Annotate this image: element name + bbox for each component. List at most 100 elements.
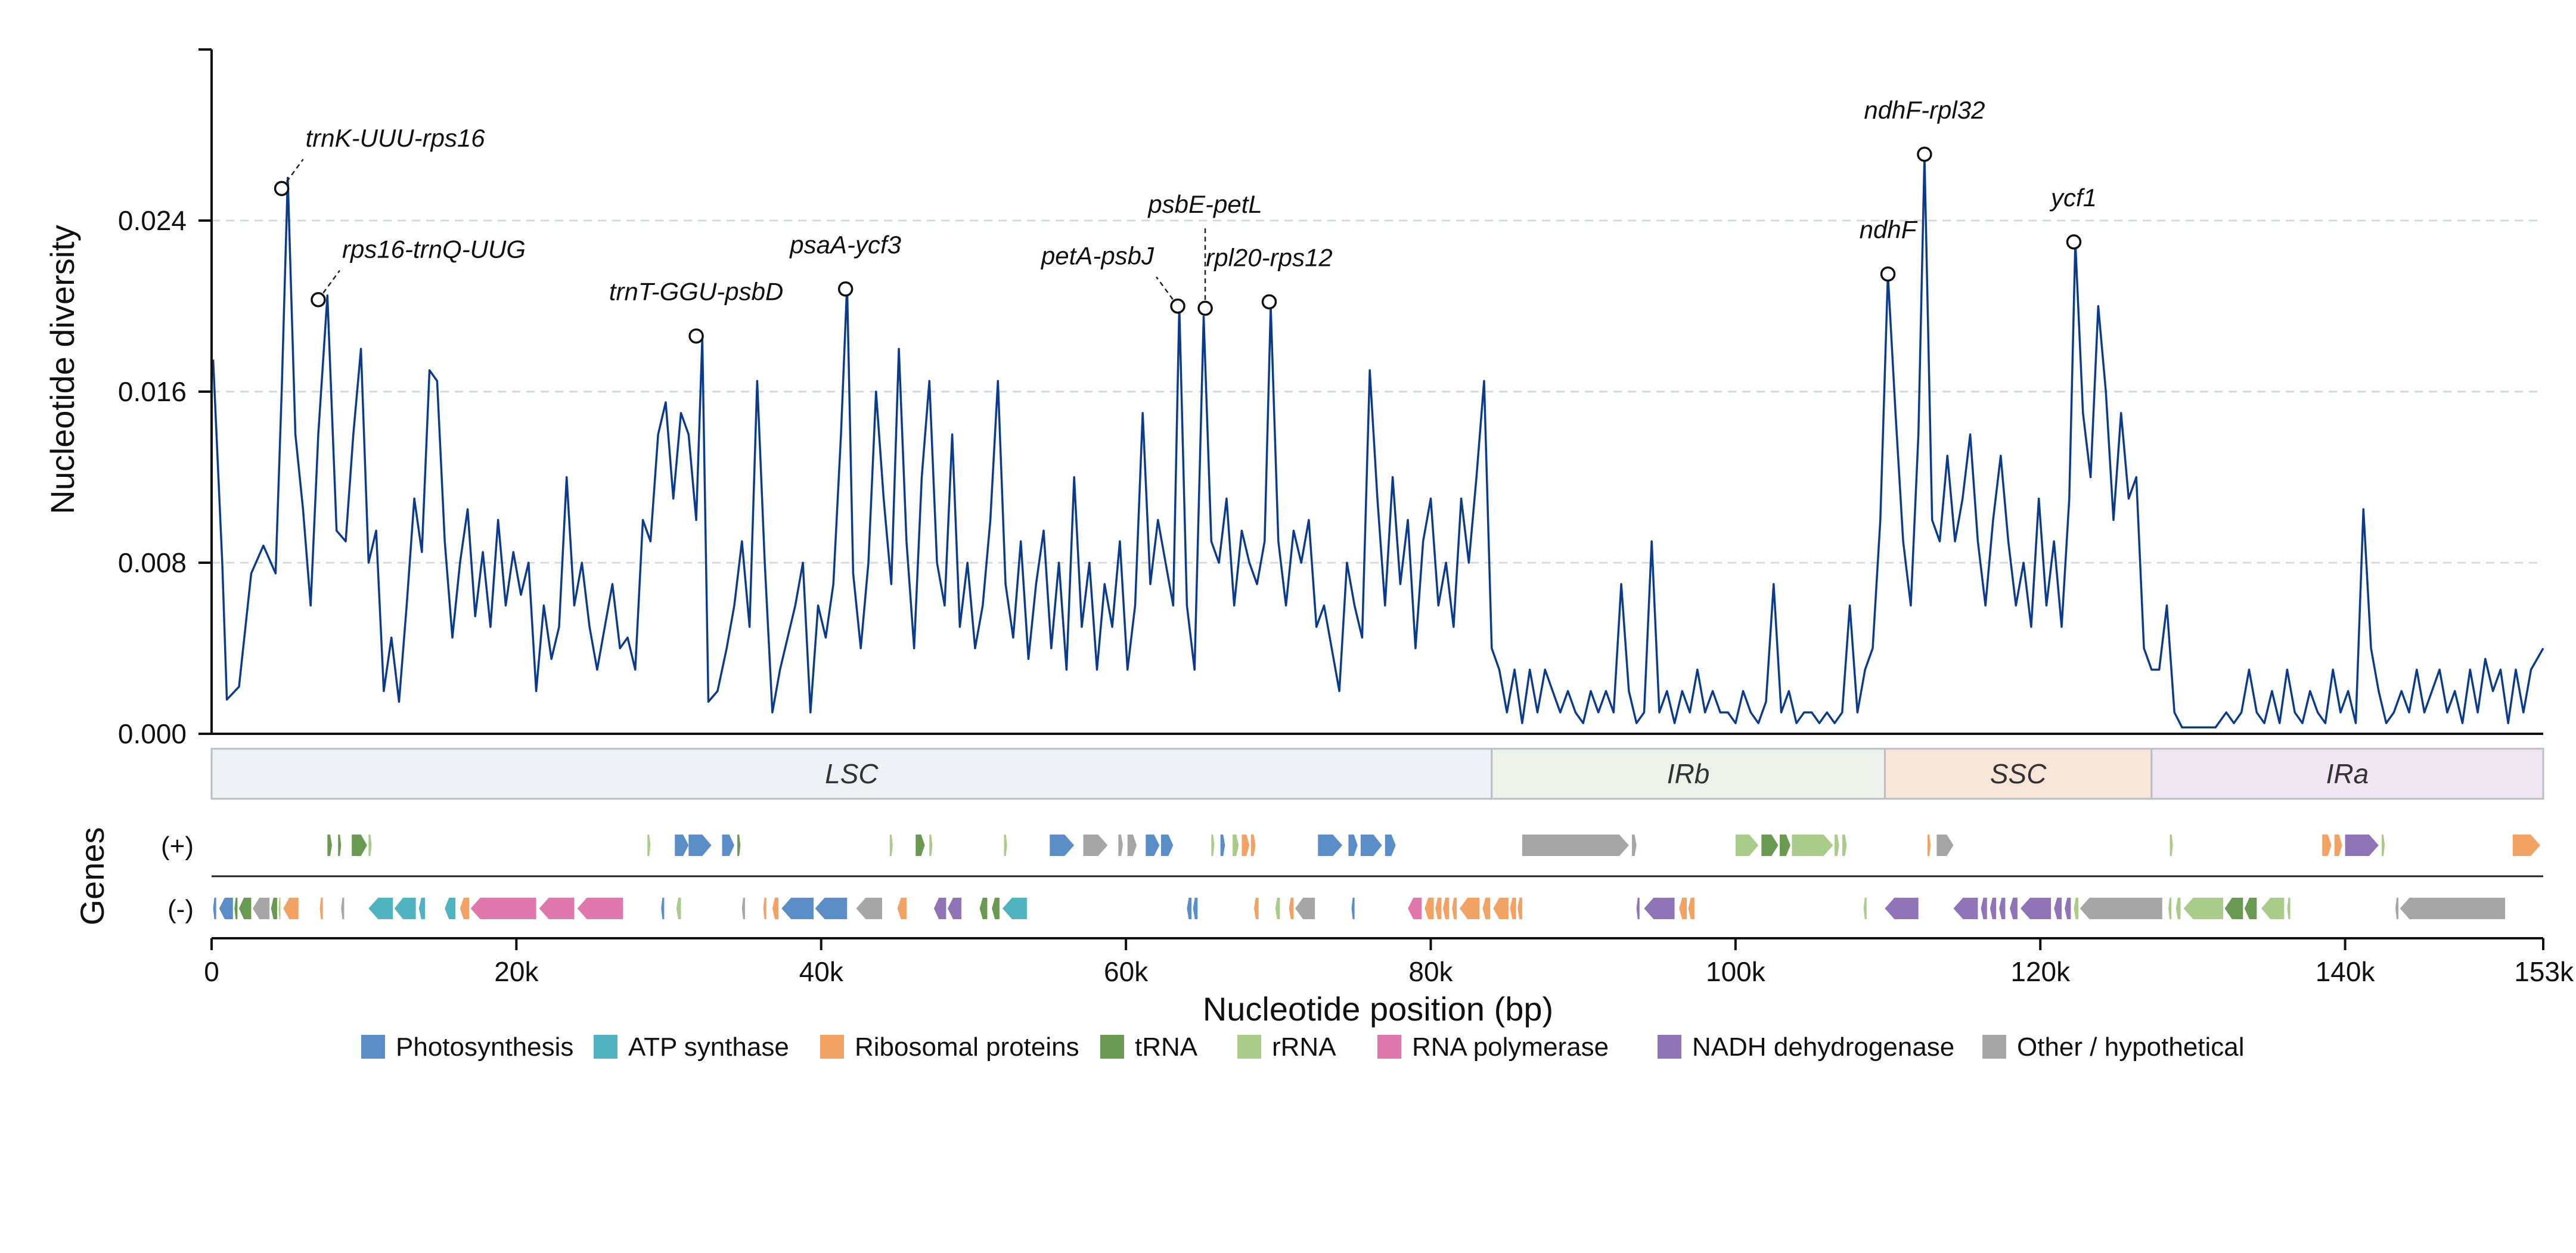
x-tick-label-1: 20k xyxy=(494,956,539,987)
gene-minus-38 xyxy=(1351,898,1355,919)
gene-plus-10 xyxy=(915,835,925,856)
gene-plus-21 xyxy=(1233,835,1239,856)
peak-label-4: petA-psbJ xyxy=(1040,242,1154,270)
legend-swatch-1 xyxy=(594,1035,617,1059)
peak-marker-5 xyxy=(1197,300,1213,316)
gene-plus-40 xyxy=(2334,835,2342,856)
gene-minus-16 xyxy=(539,898,575,919)
gene-minus-73 xyxy=(2400,898,2506,919)
gene-minus-15 xyxy=(470,898,536,919)
diversity-line xyxy=(212,155,2544,728)
gene-minus-25 xyxy=(856,898,883,919)
y-tick-label-2: 0.016 xyxy=(118,376,187,407)
gene-minus-22 xyxy=(772,898,779,919)
gene-minus-0 xyxy=(213,898,216,919)
gene-minus-35 xyxy=(1275,898,1280,919)
gene-minus-2 xyxy=(234,898,238,919)
gene-plus-2 xyxy=(352,835,367,856)
legend-swatch-3 xyxy=(1100,1035,1124,1059)
legend-swatch-0 xyxy=(361,1035,385,1059)
legend-swatch-4 xyxy=(1237,1035,1261,1059)
gridlines xyxy=(212,219,2543,564)
x-axis-title: Nucleotide position (bp) xyxy=(1203,990,1553,1028)
gene-minus-43 xyxy=(1452,898,1457,919)
gene-plus-30 xyxy=(1735,835,1759,856)
x-tick-label-0: 0 xyxy=(204,956,219,987)
gene-plus-18 xyxy=(1160,835,1174,856)
region-label-ssc: SSC xyxy=(1990,758,2047,789)
legend: Photosynthesis ATP synthase Ribosomal prot… xyxy=(361,1032,2245,1062)
diversity-line-layer xyxy=(212,155,2544,728)
gene-minus-62 xyxy=(2065,898,2071,919)
gene-minus-27 xyxy=(933,898,946,919)
gene-minus-1 xyxy=(219,898,233,919)
gene-plus-11 xyxy=(929,835,933,856)
region-label-ira: IRa xyxy=(2326,758,2369,789)
gene-minus-26 xyxy=(897,898,907,919)
gene-minus-68 xyxy=(2224,898,2243,919)
peak-label-1: rps16-trnQ-UUG xyxy=(342,235,526,263)
peak-leader-1 xyxy=(317,269,340,300)
gene-plus-17 xyxy=(1146,835,1160,856)
gene-minus-39 xyxy=(1408,898,1422,919)
x-tick-label-8: 153k xyxy=(2514,956,2574,987)
gene-plus-26 xyxy=(1360,835,1382,856)
legend-label-5: RNA polymerase xyxy=(1412,1032,1609,1062)
gene-minus-60 xyxy=(2020,898,2052,919)
gene-plus-36 xyxy=(1928,835,1931,856)
gene-minus-50 xyxy=(1644,898,1675,919)
peak-label-0: trnK-UUU-rps16 xyxy=(306,124,486,152)
gene-minus-6 xyxy=(278,898,281,919)
gene-plus-33 xyxy=(1792,835,1833,856)
gene-plus-15 xyxy=(1118,835,1123,856)
gene-minus-63 xyxy=(2074,898,2079,919)
region-label-lsc: LSC xyxy=(825,758,879,789)
gene-minus-9 xyxy=(341,898,344,919)
x-tick-label-3: 60k xyxy=(1104,956,1149,987)
gene-minus-11 xyxy=(394,898,416,919)
region-irb xyxy=(1491,748,1886,800)
legend-swatch-5 xyxy=(1377,1035,1401,1059)
gene-plus-7 xyxy=(722,835,735,856)
gene-plus-38 xyxy=(2170,835,2173,856)
y-axis-title: Nucleotide diversity xyxy=(44,225,81,514)
gene-minus-52 xyxy=(1688,898,1694,919)
peak-label-5: psbE-petL xyxy=(1147,190,1262,218)
peak-annotations: trnK-UUU-rps16 rps16-trnQ-UUG trnT-GGU-psb… xyxy=(274,96,2097,344)
gene-plus-3 xyxy=(368,835,372,856)
gene-minus-65 xyxy=(2168,898,2172,919)
gene-minus-14 xyxy=(460,898,470,919)
legend-label-3: tRNA xyxy=(1135,1032,1198,1062)
gene-minus-51 xyxy=(1679,898,1687,919)
gene-plus-0 xyxy=(327,835,332,856)
gene-minus-19 xyxy=(676,898,681,919)
x-tick-label-2: 40k xyxy=(799,956,844,987)
legend-swatch-6 xyxy=(1658,1035,1681,1059)
gene-plus-13 xyxy=(1050,835,1075,856)
legend-swatch-7 xyxy=(1982,1035,2006,1059)
gene-minus-17 xyxy=(577,898,623,919)
gene-minus-40 xyxy=(1424,898,1434,919)
gene-minus-69 xyxy=(2244,898,2257,919)
gene-minus-24 xyxy=(815,898,848,919)
legend-label-2: Ribosomal proteins xyxy=(855,1032,1079,1062)
peak-marker-8 xyxy=(1917,147,1932,162)
y-tick-label-0: 0.000 xyxy=(118,718,187,749)
gene-plus-19 xyxy=(1211,835,1215,856)
gene-plus-14 xyxy=(1083,835,1108,856)
gene-plus-32 xyxy=(1780,835,1790,856)
region-ira xyxy=(2150,748,2544,800)
gene-plus-27 xyxy=(1385,835,1396,856)
x-tick-label-4: 80k xyxy=(1408,956,1453,987)
peak-marker-2 xyxy=(688,328,704,344)
peak-marker-0 xyxy=(274,181,290,196)
gene-minus-57 xyxy=(1990,898,1997,919)
gene-minus-28 xyxy=(947,898,961,919)
gene-plus-16 xyxy=(1127,835,1137,856)
gene-minus-7 xyxy=(283,898,299,919)
x-tick-label-5: 100k xyxy=(1706,956,1766,987)
gene-tracks: (+) (-) xyxy=(161,832,2543,924)
peak-marker-7 xyxy=(1880,266,1896,282)
region-ssc xyxy=(1883,748,2153,800)
gene-minus-10 xyxy=(368,898,393,919)
